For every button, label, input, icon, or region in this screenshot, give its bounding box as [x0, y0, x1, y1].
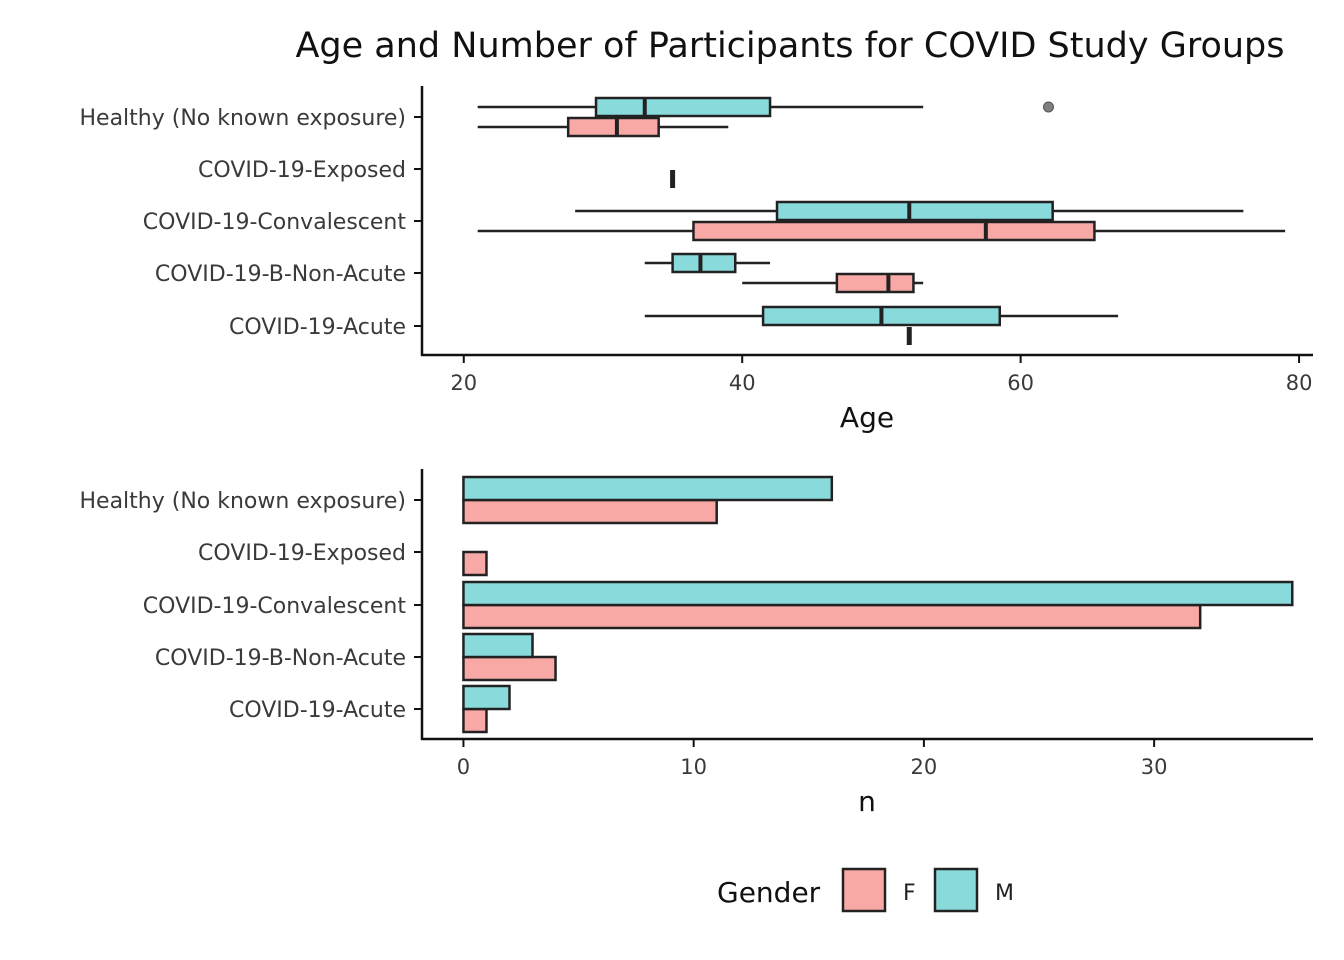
age-covid-19-convalescent-f-box [692, 220, 1096, 242]
legend-title: Gender [717, 876, 821, 909]
age-healthy-no-known-exposure-m-outlier [1042, 101, 1054, 113]
age-x-axis-title: Age [840, 401, 894, 434]
count-category-labels: Healthy (No known exposure) COVID-19-Expo… [80, 489, 422, 723]
count-bar-healthy-no-known-exposure-m [462, 475, 834, 502]
count-bar-panel: Healthy (No known exposure) COVID-19-Expo… [80, 469, 1313, 818]
age-covid-19-convalescent-m-box [775, 200, 1054, 222]
age-category-label: COVID-19-B-Non-Acute [155, 262, 406, 287]
count-x-tick-label: 10 [680, 755, 707, 779]
age-x-tick-label: 80 [1286, 371, 1313, 395]
age-x-tick-label: 60 [1007, 371, 1034, 395]
legend-label-m: M [995, 881, 1014, 906]
count-x-ticks: 0 10 20 30 [457, 739, 1168, 779]
count-bar-covid-19-b-non-acute-m [462, 632, 534, 659]
count-bars [462, 475, 1294, 734]
age-category-label: COVID-19-Convalescent [143, 210, 407, 235]
age-boxplot-panel: Healthy (No known exposure) COVID-19-Expo… [80, 86, 1313, 434]
count-x-tick-label: 30 [1141, 755, 1168, 779]
count-x-axis-title: n [858, 785, 876, 818]
count-category-label: COVID-19-B-Non-Acute [155, 646, 406, 671]
count-x-tick-label: 20 [911, 755, 938, 779]
count-bar-covid-19-acute-m [462, 684, 511, 711]
gender-legend: Gender F M [717, 867, 1014, 913]
age-boxes [477, 96, 1286, 345]
count-category-label: COVID-19-Acute [229, 698, 406, 723]
chart-title: Age and Number of Participants for COVID… [295, 26, 1284, 66]
count-x-tick-label: 0 [457, 755, 470, 779]
count-category-label: Healthy (No known exposure) [80, 489, 407, 514]
age-category-label: COVID-19-Exposed [198, 158, 406, 183]
age-category-label: Healthy (No known exposure) [80, 106, 407, 131]
age-category-labels: Healthy (No known exposure) COVID-19-Expo… [80, 106, 422, 340]
legend-swatch-f [841, 867, 887, 913]
age-x-ticks: 20 40 60 80 [450, 355, 1312, 395]
age-healthy-no-known-exposure-m-box [594, 96, 772, 118]
legend-label-f: F [903, 881, 916, 906]
age-x-tick-label: 40 [729, 371, 756, 395]
count-bar-covid-19-acute-f [462, 707, 488, 734]
age-covid-19-b-non-acute-m-box [671, 252, 737, 274]
count-bar-covid-19-convalescent-m [462, 580, 1294, 607]
count-bar-healthy-no-known-exposure-f [462, 498, 718, 525]
age-category-label: COVID-19-Acute [229, 315, 406, 340]
age-healthy-no-known-exposure-f-box [566, 116, 660, 138]
count-bar-covid-19-b-non-acute-f [462, 655, 557, 682]
legend-swatch-m [933, 867, 979, 913]
count-bar-covid-19-convalescent-f [462, 603, 1202, 630]
count-category-label: COVID-19-Convalescent [143, 594, 407, 619]
age-x-tick-label: 20 [450, 371, 477, 395]
count-bar-covid-19-exposed-f [462, 550, 488, 577]
count-category-label: COVID-19-Exposed [198, 541, 406, 566]
age-covid-19-b-non-acute-f-box [835, 272, 915, 294]
